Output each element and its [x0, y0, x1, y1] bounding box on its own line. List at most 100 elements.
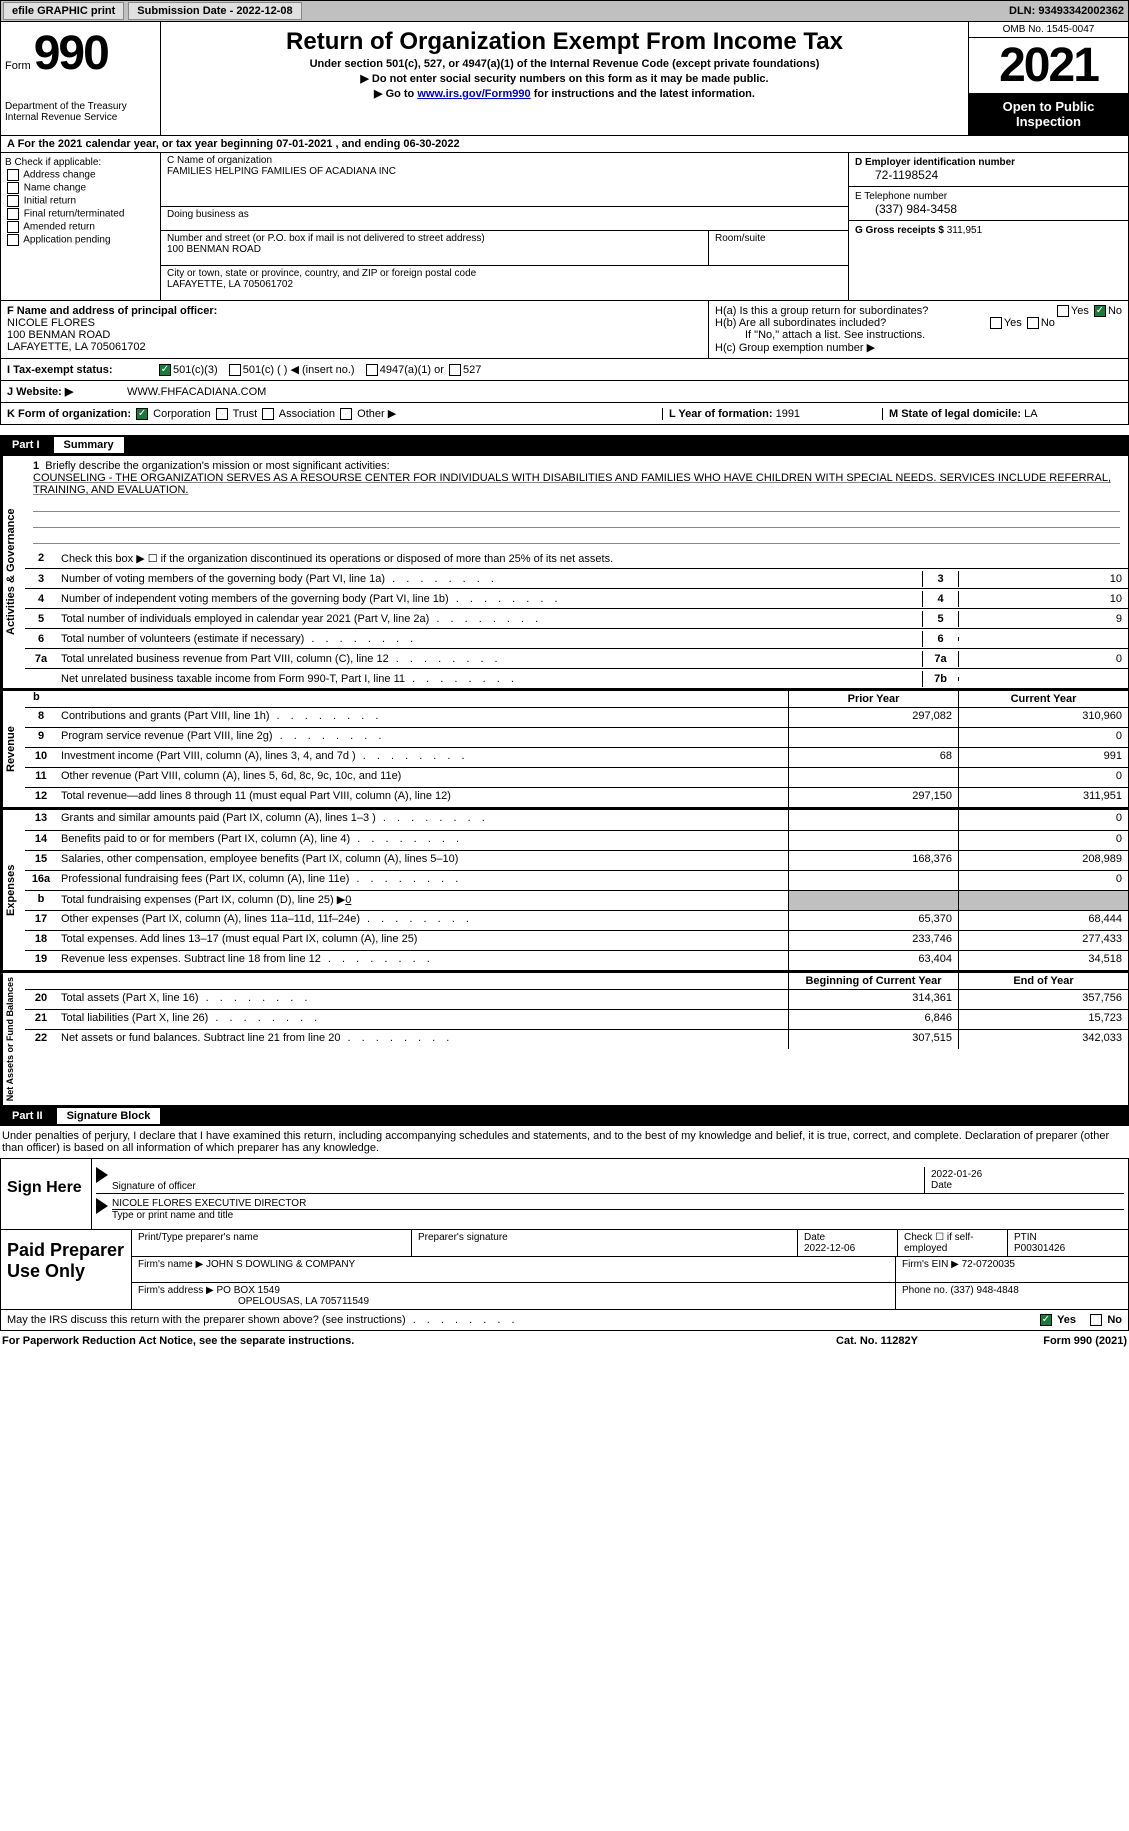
title-box: Return of Organization Exempt From Incom…	[161, 22, 968, 135]
ha-label: H(a) Is this a group return for subordin…	[715, 305, 928, 317]
l17-prior: 65,370	[788, 911, 958, 930]
irs-no-checkbox[interactable]	[1090, 1314, 1102, 1326]
submission-date-label: Submission Date - 2022-12-08	[128, 2, 301, 20]
l8-prior: 297,082	[788, 708, 958, 727]
line-16b: bTotal fundraising expenses (Part IX, co…	[25, 890, 1128, 910]
sig-date-label: Date	[931, 1180, 1118, 1191]
final-return-checkbox[interactable]: Final return/terminated	[5, 208, 156, 220]
officer-city: LAFAYETTE, LA 705061702	[7, 341, 146, 353]
signature-field[interactable]: Signature of officer	[112, 1167, 924, 1193]
firm-name-cell: Firm's name ▶ JOHN S DOWLING & COMPANY	[132, 1257, 896, 1282]
l17-current: 68,444	[958, 911, 1128, 930]
irs-link[interactable]: www.irs.gov/Form990	[417, 88, 530, 100]
4947-checkbox[interactable]	[366, 364, 378, 376]
l11-current: 0	[958, 768, 1128, 787]
irs-discuss-row: May the IRS discuss this return with the…	[0, 1310, 1129, 1331]
preparer-fields: Print/Type preparer's name Preparer's si…	[131, 1230, 1128, 1309]
l12-desc: Total revenue—add lines 8 through 11 (mu…	[57, 788, 788, 807]
firm-ein-value: 72-0720035	[962, 1259, 1015, 1270]
line-18: 18Total expenses. Add lines 13–17 (must …	[25, 930, 1128, 950]
address-change-checkbox[interactable]: Address change	[5, 169, 156, 181]
part-2-title: Signature Block	[57, 1108, 161, 1124]
hb-no-checkbox[interactable]	[1027, 317, 1039, 329]
name-change-checkbox[interactable]: Name change	[5, 182, 156, 194]
trust-checkbox[interactable]	[216, 408, 228, 420]
form-header: Form 990 Department of the Treasury Inte…	[0, 22, 1129, 136]
l16b-prior-shaded	[788, 891, 958, 910]
hc-row: H(c) Group exemption number ▶	[715, 341, 1122, 354]
initial-return-checkbox[interactable]: Initial return	[5, 195, 156, 207]
efile-print-button[interactable]: efile GRAPHIC print	[3, 2, 124, 20]
line-16a: 16aProfessional fundraising fees (Part I…	[25, 870, 1128, 890]
hb-yes-checkbox[interactable]	[990, 317, 1002, 329]
signature-line: Signature of officer 2022-01-26 Date	[96, 1167, 1124, 1194]
ha-no-checkbox[interactable]	[1094, 305, 1106, 317]
l9-desc: Program service revenue (Part VIII, line…	[57, 728, 788, 747]
officer-street: 100 BENMAN ROAD	[7, 329, 110, 341]
city-value: LAFAYETTE, LA 705061702	[167, 279, 842, 290]
irs-yes-label: Yes	[1057, 1314, 1076, 1326]
v3-value: 10	[958, 571, 1128, 587]
l21-current: 15,723	[958, 1010, 1128, 1029]
corp-label: Corporation	[153, 408, 210, 420]
other-checkbox[interactable]	[340, 408, 352, 420]
goto-post: for instructions and the latest informat…	[531, 88, 755, 100]
501c3-checkbox[interactable]	[159, 364, 171, 376]
i-label: I Tax-exempt status:	[7, 364, 157, 376]
l20-desc: Total assets (Part X, line 16)	[57, 990, 788, 1009]
omb-number: OMB No. 1545-0047	[969, 22, 1128, 38]
row-a-calendar-year: A For the 2021 calendar year, or tax yea…	[0, 136, 1129, 153]
c-label: C Name of organization	[167, 155, 842, 166]
net-assets-content: Beginning of Current Year End of Year 20…	[25, 973, 1128, 1105]
blank-line-3	[33, 528, 1120, 544]
corp-checkbox[interactable]	[136, 408, 148, 420]
checkbox-column: B Check if applicable: Address change Na…	[1, 153, 161, 300]
l22-prior: 307,515	[788, 1030, 958, 1049]
line-10: 10Investment income (Part VIII, column (…	[25, 747, 1128, 767]
line-14: 14Benefits paid to or for members (Part …	[25, 830, 1128, 850]
form-of-org-row: K Form of organization: Corporation Trus…	[0, 403, 1129, 425]
ptin-value: P00301426	[1014, 1243, 1065, 1254]
v7b-value	[958, 677, 1128, 681]
j-label: J Website: ▶	[7, 385, 127, 398]
application-pending-checkbox[interactable]: Application pending	[5, 234, 156, 246]
line-2: 2 Check this box ▶ ☐ if the organization…	[25, 548, 1128, 568]
firm-ein-label: Firm's EIN ▶	[902, 1259, 959, 1270]
l16a-current: 0	[958, 871, 1128, 890]
line-3: 3 Number of voting members of the govern…	[25, 568, 1128, 588]
form-title: Return of Organization Exempt From Incom…	[165, 28, 964, 56]
e-label: E Telephone number	[855, 191, 1122, 202]
firm-name-value: JOHN S DOWLING & COMPANY	[206, 1259, 355, 1270]
no-label-1: No	[1108, 305, 1122, 317]
line-13: 13Grants and similar amounts paid (Part …	[25, 810, 1128, 830]
ein-cell: D Employer identification number 72-1198…	[849, 153, 1128, 187]
blank-line-2	[33, 512, 1120, 528]
l16b-val: 0	[345, 894, 351, 906]
city-label: City or town, state or province, country…	[167, 268, 842, 279]
dln-label: DLN: 93493342002362	[1005, 5, 1128, 17]
irs-yes-checkbox[interactable]	[1040, 1314, 1052, 1326]
prep-sig-cell: Preparer's signature	[412, 1230, 798, 1256]
arrow-icon	[96, 1167, 108, 1183]
ptin-cell: PTIN P00301426	[1008, 1230, 1128, 1256]
line-9: 9Program service revenue (Part VIII, lin…	[25, 727, 1128, 747]
dba-label: Doing business as	[167, 209, 842, 220]
q4-text: Number of independent voting members of …	[57, 591, 922, 607]
yes-label-1: Yes	[1071, 305, 1089, 317]
amended-return-checkbox[interactable]: Amended return	[5, 221, 156, 233]
firm-phone-cell: Phone no. (337) 948-4848	[896, 1283, 1128, 1309]
assoc-checkbox[interactable]	[262, 408, 274, 420]
501c-checkbox[interactable]	[229, 364, 241, 376]
527-checkbox[interactable]	[449, 364, 461, 376]
sign-here-section: Sign Here Signature of officer 2022-01-2…	[0, 1158, 1129, 1230]
other-label: Other ▶	[357, 408, 396, 420]
ha-yes-checkbox[interactable]	[1057, 305, 1069, 317]
firm-phone-value: (337) 948-4848	[950, 1285, 1018, 1296]
part-1-title: Summary	[54, 437, 124, 453]
name-title-line: NICOLE FLORES EXECUTIVE DIRECTOR Type or…	[96, 1198, 1124, 1221]
l11-prior	[788, 768, 958, 787]
website-row: J Website: ▶ WWW.FHFACADIANA.COM	[0, 381, 1129, 403]
mission-block: 1 Briefly describe the organization's mi…	[25, 456, 1128, 548]
ein-phone-column: D Employer identification number 72-1198…	[848, 153, 1128, 300]
org-name-cell: C Name of organization FAMILIES HELPING …	[161, 153, 848, 207]
